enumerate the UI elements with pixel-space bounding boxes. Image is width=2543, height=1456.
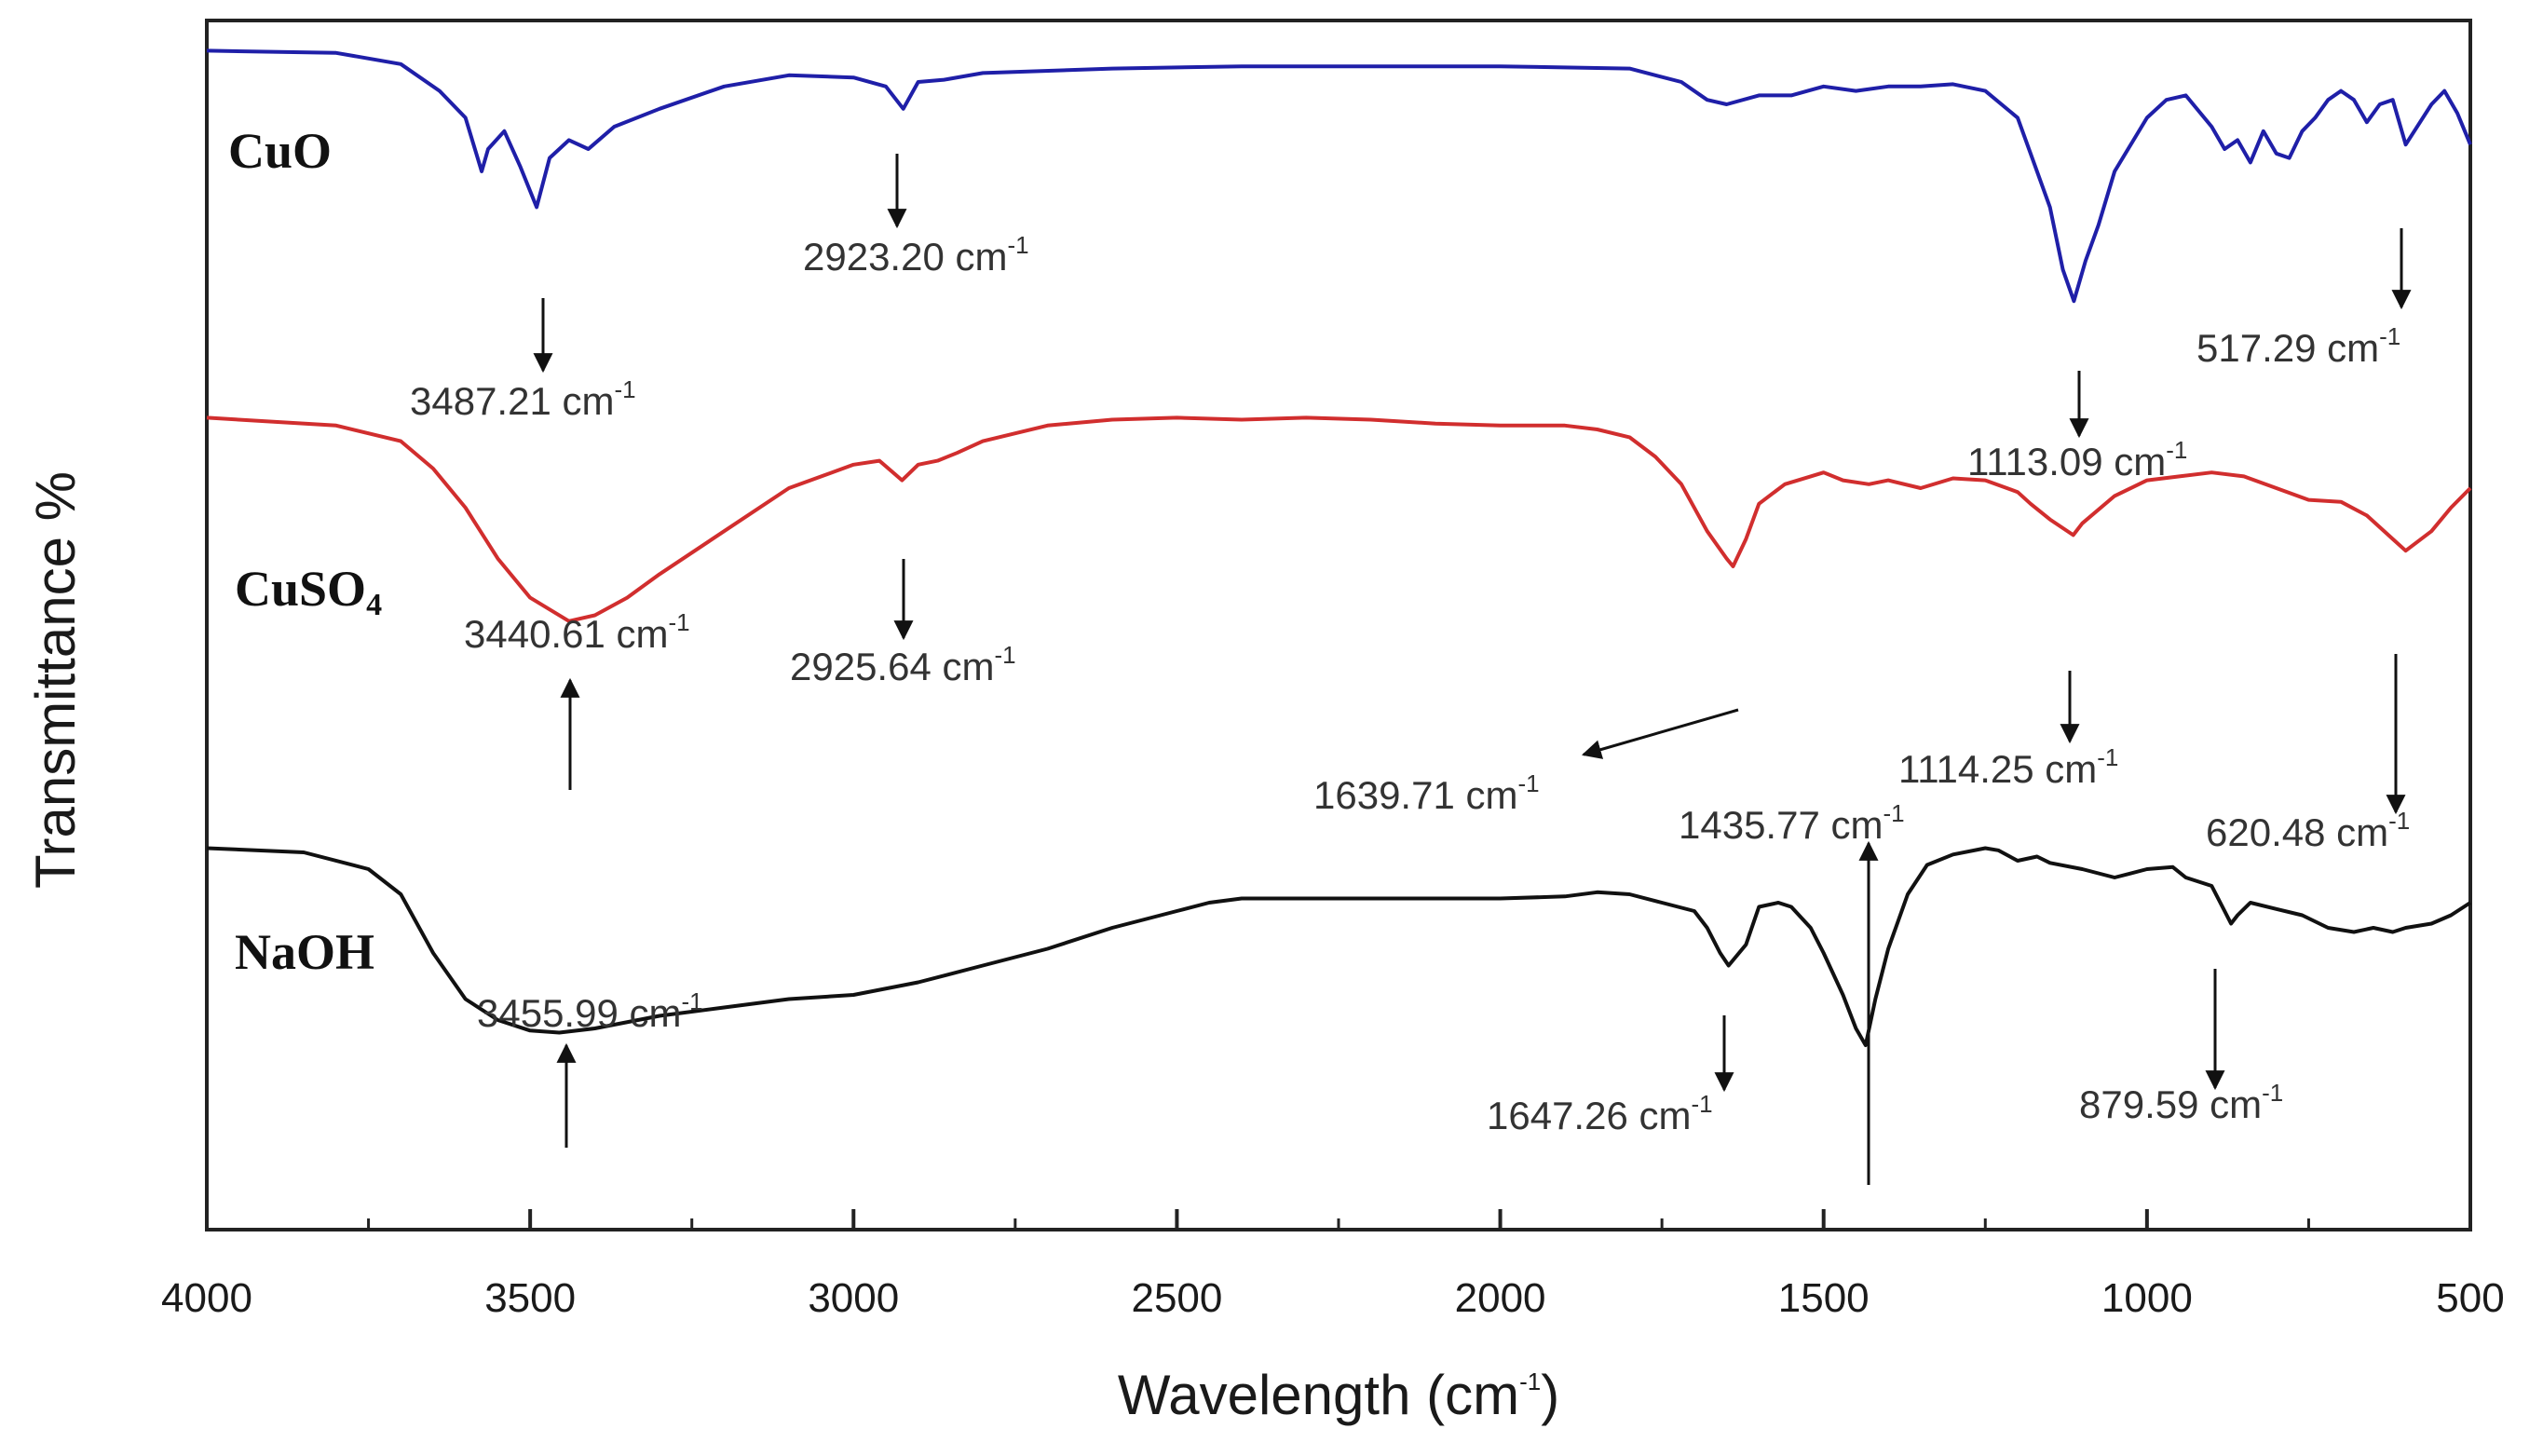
peak-label-naoh-879-text: 879.59 cm xyxy=(2079,1082,2262,1126)
x-tick-label-500: 500 xyxy=(2436,1275,2504,1321)
peak-label-cuso4-3440-text: 3440.61 cm xyxy=(464,612,668,656)
peak-label-cuo-3487: 3487.21 cm-1 xyxy=(410,375,636,423)
x-tick-label-2500: 2500 xyxy=(1131,1275,1222,1321)
x-axis-title-close: ) xyxy=(1541,1364,1559,1426)
peak-label-cuo-2923-sup: -1 xyxy=(1007,231,1028,259)
peak-label-naoh-1435: 1435.77 cm-1 xyxy=(1679,799,1905,847)
peak-arrow-cuso4-1639 xyxy=(1581,708,1739,759)
peak-label-cuso4-1639: 1639.71 cm-1 xyxy=(1313,769,1540,817)
series-line-cuso4 xyxy=(206,415,2472,623)
x-tick-label-1500: 1500 xyxy=(1778,1275,1870,1321)
peak-label-naoh-3455-text: 3455.99 cm xyxy=(477,991,681,1035)
peak-label-naoh-1647-sup: -1 xyxy=(1691,1090,1712,1118)
peak-label-naoh-1435-text: 1435.77 cm xyxy=(1679,803,1883,847)
series-name-cuso4-sub: 4 xyxy=(366,588,382,622)
peak-label-cuso4-620-sup: -1 xyxy=(2388,807,2410,835)
peak-label-naoh-1647-text: 1647.26 cm xyxy=(1487,1094,1691,1137)
peak-label-cuso4-620: 620.48 cm-1 xyxy=(2206,807,2410,854)
peak-label-cuso4-1639-sup: -1 xyxy=(1517,769,1539,797)
peak-label-naoh-3455: 3455.99 cm-1 xyxy=(477,987,703,1035)
peak-label-cuso4-1114-text: 1114.25 cm xyxy=(1898,747,2097,791)
series-lines xyxy=(206,48,2472,1047)
peak-label-naoh-879: 879.59 cm-1 xyxy=(2079,1079,2283,1126)
peak-label-naoh-1435-sup: -1 xyxy=(1883,799,1904,827)
peak-label-cuso4-2925-sup: -1 xyxy=(994,641,1015,669)
series-name-cuso4-main: CuSO xyxy=(235,561,366,617)
peak-label-cuso4-1639-text: 1639.71 cm xyxy=(1313,773,1517,817)
peak-label-cuso4-1114-sup: -1 xyxy=(2097,743,2118,771)
peak-arrows xyxy=(533,154,2412,1185)
peak-label-cuo-1113: 1113.09 cm-1 xyxy=(1967,436,2187,483)
series-name-naoh: NaOH xyxy=(235,924,374,980)
peak-label-naoh-1647: 1647.26 cm-1 xyxy=(1487,1090,1713,1137)
peak-label-cuso4-2925: 2925.64 cm-1 xyxy=(790,641,1016,688)
x-tick-label-3500: 3500 xyxy=(484,1275,576,1321)
peak-label-cuo-2923-text: 2923.20 cm xyxy=(803,235,1007,279)
peak-label-cuso4-620-text: 620.48 cm xyxy=(2206,810,2388,854)
series-name-cuo: CuO xyxy=(228,123,332,179)
series-line-naoh xyxy=(206,846,2472,1047)
peak-label-cuo-3487-text: 3487.21 cm xyxy=(410,379,614,423)
peak-label-cuo-517-sup: -1 xyxy=(2379,322,2400,350)
x-axis-title-main: Wavelength (cm xyxy=(1118,1364,1519,1426)
peak-label-cuo-517-text: 517.29 cm xyxy=(2196,326,2379,370)
peak-label-cuso4-2925-text: 2925.64 cm xyxy=(790,645,994,688)
x-axis-title: Wavelength (cm-1) xyxy=(1118,1364,1559,1426)
peak-label-cuso4-1114: 1114.25 cm-1 xyxy=(1898,743,2118,791)
peak-label-cuo-3487-sup: -1 xyxy=(614,375,635,403)
x-tick-label-4000: 4000 xyxy=(161,1275,252,1321)
series-line-cuo xyxy=(206,48,2472,304)
peak-label-naoh-879-sup: -1 xyxy=(2262,1079,2283,1107)
x-axis-ticks xyxy=(205,1209,2472,1230)
peak-label-cuso4-3440-sup: -1 xyxy=(668,608,689,636)
series-name-cuso4: CuSO4 xyxy=(235,561,382,622)
x-tick-label-2000: 2000 xyxy=(1455,1275,1546,1321)
peak-label-cuo-1113-sup: -1 xyxy=(2166,436,2187,464)
peak-label-naoh-3455-sup: -1 xyxy=(681,987,702,1015)
peak-labels: 3487.21 cm-1 2923.20 cm-1 1113.09 cm-1 5… xyxy=(410,231,2410,1137)
peak-label-cuo-2923: 2923.20 cm-1 xyxy=(803,231,1029,279)
peak-label-cuso4-3440: 3440.61 cm-1 xyxy=(464,608,690,656)
x-axis-tick-labels: 4000 3500 3000 2500 2000 1500 1000 500 xyxy=(161,1275,2505,1321)
x-axis-title-sup: -1 xyxy=(1519,1368,1541,1395)
x-tick-label-1000: 1000 xyxy=(2101,1275,2193,1321)
peak-label-cuo-517: 517.29 cm-1 xyxy=(2196,322,2400,370)
y-axis-title: Transmittance % xyxy=(24,471,87,889)
peak-label-cuo-1113-text: 1113.09 cm xyxy=(1967,440,2166,483)
x-tick-label-3000: 3000 xyxy=(808,1275,899,1321)
